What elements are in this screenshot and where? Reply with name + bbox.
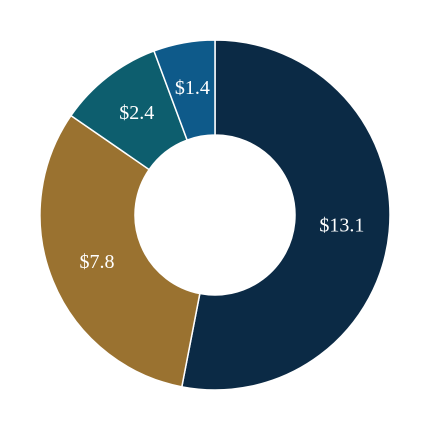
donut-segment	[153, 39, 216, 141]
data-label: $13.1	[319, 215, 364, 237]
data-label: $1.4	[175, 77, 210, 99]
data-label: $2.4	[119, 102, 154, 124]
data-label: $7.8	[79, 251, 114, 273]
donut-segment	[180, 39, 391, 391]
donut-segment	[39, 114, 201, 388]
